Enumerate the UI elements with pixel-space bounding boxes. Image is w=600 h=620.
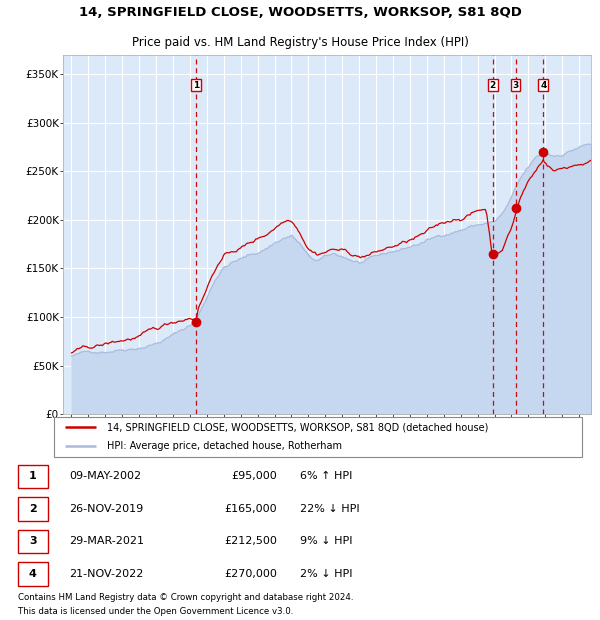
Text: 2: 2 — [29, 504, 37, 514]
Text: This data is licensed under the Open Government Licence v3.0.: This data is licensed under the Open Gov… — [18, 607, 293, 616]
Text: 1: 1 — [29, 471, 37, 481]
Text: 14, SPRINGFIELD CLOSE, WOODSETTS, WORKSOP, S81 8QD (detached house): 14, SPRINGFIELD CLOSE, WOODSETTS, WORKSO… — [107, 422, 488, 432]
Text: 3: 3 — [512, 81, 518, 90]
Text: 9% ↓ HPI: 9% ↓ HPI — [300, 536, 353, 546]
Text: 3: 3 — [29, 536, 37, 546]
Bar — [18, 562, 48, 586]
Bar — [18, 497, 48, 521]
Text: 14, SPRINGFIELD CLOSE, WOODSETTS, WORKSOP, S81 8QD: 14, SPRINGFIELD CLOSE, WOODSETTS, WORKSO… — [79, 6, 521, 19]
Text: 2: 2 — [490, 81, 496, 90]
Bar — [18, 464, 48, 488]
Text: 09-MAY-2002: 09-MAY-2002 — [70, 471, 142, 481]
Text: £270,000: £270,000 — [224, 569, 277, 579]
Bar — [18, 529, 48, 553]
Text: 1: 1 — [193, 81, 199, 90]
Text: 4: 4 — [29, 569, 37, 579]
Text: 29-MAR-2021: 29-MAR-2021 — [70, 536, 145, 546]
Text: £212,500: £212,500 — [224, 536, 277, 546]
Text: Contains HM Land Registry data © Crown copyright and database right 2024.: Contains HM Land Registry data © Crown c… — [18, 593, 353, 602]
Text: HPI: Average price, detached house, Rotherham: HPI: Average price, detached house, Roth… — [107, 441, 342, 451]
Text: 21-NOV-2022: 21-NOV-2022 — [70, 569, 144, 579]
Text: 22% ↓ HPI: 22% ↓ HPI — [300, 504, 359, 514]
Text: £95,000: £95,000 — [231, 471, 277, 481]
Text: Price paid vs. HM Land Registry's House Price Index (HPI): Price paid vs. HM Land Registry's House … — [131, 36, 469, 49]
Text: 4: 4 — [540, 81, 547, 90]
Text: 26-NOV-2019: 26-NOV-2019 — [70, 504, 144, 514]
Text: 6% ↑ HPI: 6% ↑ HPI — [300, 471, 352, 481]
Text: £165,000: £165,000 — [224, 504, 277, 514]
Text: 2% ↓ HPI: 2% ↓ HPI — [300, 569, 353, 579]
